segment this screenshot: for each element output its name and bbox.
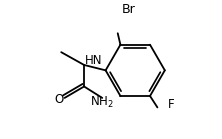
- Text: F: F: [168, 98, 174, 111]
- Text: Br: Br: [122, 3, 135, 16]
- Text: O: O: [55, 93, 64, 106]
- Text: NH$_2$: NH$_2$: [90, 94, 114, 110]
- Text: HN: HN: [85, 54, 103, 67]
